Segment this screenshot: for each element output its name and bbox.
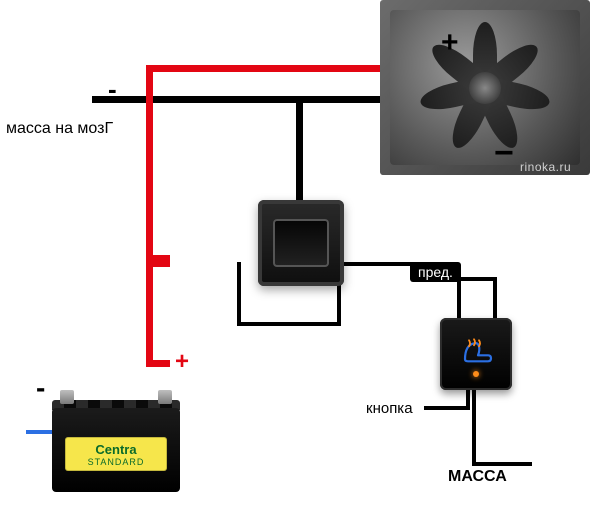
wire-segment xyxy=(237,262,241,322)
seat-heater-icon xyxy=(459,335,493,369)
radiator-fan xyxy=(380,0,590,175)
label-ground: МАССА xyxy=(448,468,507,486)
sign-fan-minus: − xyxy=(494,134,514,173)
sign-fan-plus: + xyxy=(441,26,459,60)
label-fuse: пред. xyxy=(410,262,461,282)
sign-battery-minus: - xyxy=(36,372,45,404)
car-battery: Centra STANDARD xyxy=(52,408,180,492)
wire-segment xyxy=(493,277,497,321)
watermark: rinoka.ru xyxy=(520,160,571,174)
battery-label: Centra STANDARD xyxy=(65,437,167,471)
wire-segment xyxy=(424,406,470,410)
sign-top-minus: - xyxy=(108,74,117,105)
battery-terminal-negative xyxy=(60,390,74,404)
wire-segment xyxy=(237,322,341,326)
relay-socket xyxy=(258,200,344,286)
switch-led-icon xyxy=(473,371,479,377)
label-massa-na-mozg: масса на мозГ xyxy=(6,120,113,138)
wire-segment xyxy=(146,360,170,367)
wire-segment xyxy=(472,462,532,466)
heated-seat-switch xyxy=(440,318,512,390)
sign-battery-plus: + xyxy=(175,348,189,376)
wire-segment xyxy=(457,277,461,321)
wire-segment xyxy=(457,277,497,281)
wire-segment xyxy=(337,262,413,266)
battery-terminal-positive xyxy=(158,390,172,404)
wire-segment xyxy=(146,255,170,267)
wire-segment xyxy=(296,103,303,203)
label-button: кнопка xyxy=(366,400,413,417)
wire-segment xyxy=(146,65,153,367)
battery-brand: Centra xyxy=(95,442,136,457)
battery-brand-sub: STANDARD xyxy=(88,457,145,467)
wire-segment xyxy=(472,390,476,462)
